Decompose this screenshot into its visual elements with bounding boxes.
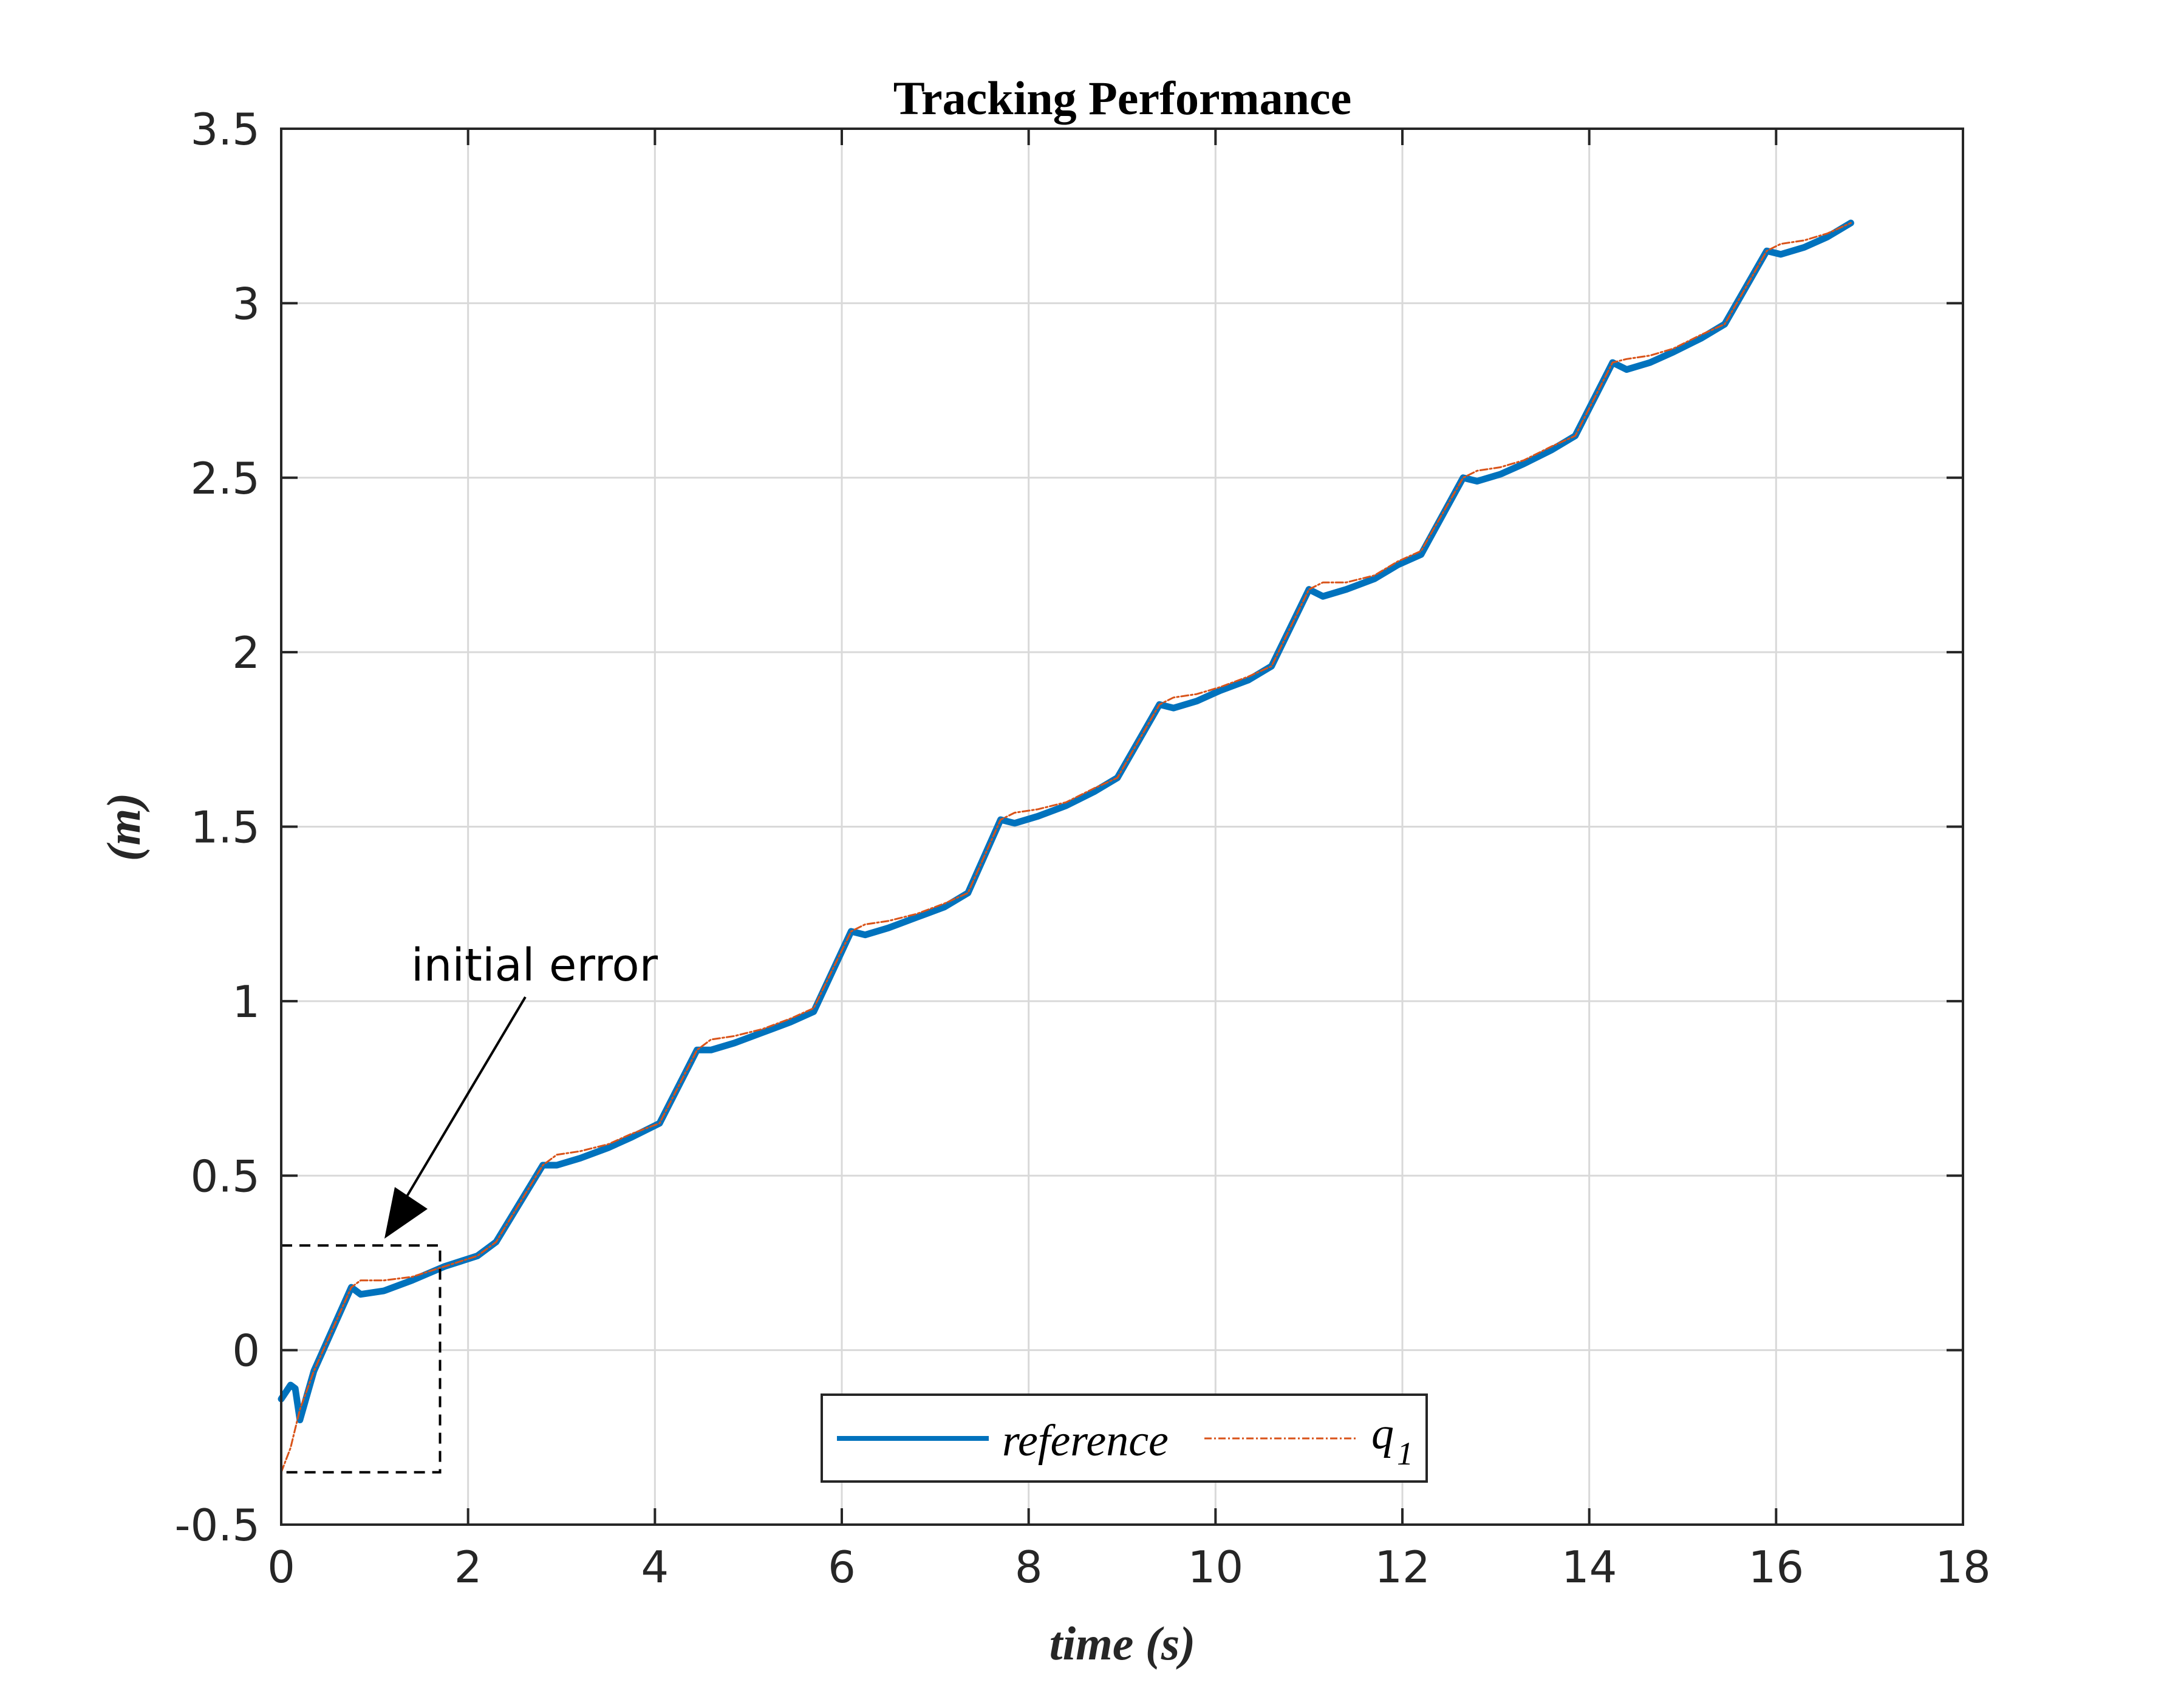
y-tick-label: -0.5 (175, 1500, 260, 1551)
y-tick-label: 2.5 (190, 453, 260, 504)
y-tick-label: 2 (232, 627, 260, 678)
x-tick-label: 14 (1562, 1542, 1617, 1593)
y-tick-label: 3.5 (190, 104, 260, 155)
x-tick-label: 2 (454, 1542, 482, 1593)
ticks (280, 128, 1964, 1526)
y-tick-label: 3 (232, 278, 260, 329)
q1-series-line (280, 222, 1852, 1474)
y-tick-label: 1.5 (190, 802, 260, 853)
x-tick-label: 4 (641, 1542, 669, 1593)
x-tick-label: 0 (267, 1542, 295, 1593)
x-tick-label: 6 (828, 1542, 856, 1593)
y-tick-label: 0.5 (190, 1151, 260, 1202)
annotation-layer: initial error (280, 939, 658, 1474)
y-axis-label: (m) (97, 793, 150, 862)
annotation-text: initial error (411, 939, 658, 992)
series-layer (278, 219, 1854, 1474)
x-tick-label: 12 (1374, 1542, 1430, 1593)
legend-q1-subscript: 1 (1397, 1435, 1413, 1472)
legend: reference q 1 (821, 1393, 1428, 1483)
x-tick-label: 16 (1749, 1542, 1804, 1593)
tick-labels: 0 2 4 6 8 10 12 14 16 18-0.500.511.522.533.5 (175, 104, 1991, 1593)
x-tick-label: 10 (1188, 1542, 1244, 1593)
y-tick-label: 1 (232, 976, 260, 1027)
legend-q1-label: q (1371, 1409, 1394, 1458)
x-axis-label: time (s) (1050, 1617, 1195, 1670)
y-tick-label: 0 (232, 1325, 260, 1376)
x-tick-label: 18 (1935, 1542, 1991, 1593)
legend-reference-label: reference (1002, 1416, 1169, 1466)
x-tick-label: 8 (1015, 1542, 1043, 1593)
annotation-arrow-head (384, 1187, 428, 1239)
chart-title: Tracking Performance (893, 72, 1351, 124)
annotation-arrow-line (400, 996, 527, 1208)
